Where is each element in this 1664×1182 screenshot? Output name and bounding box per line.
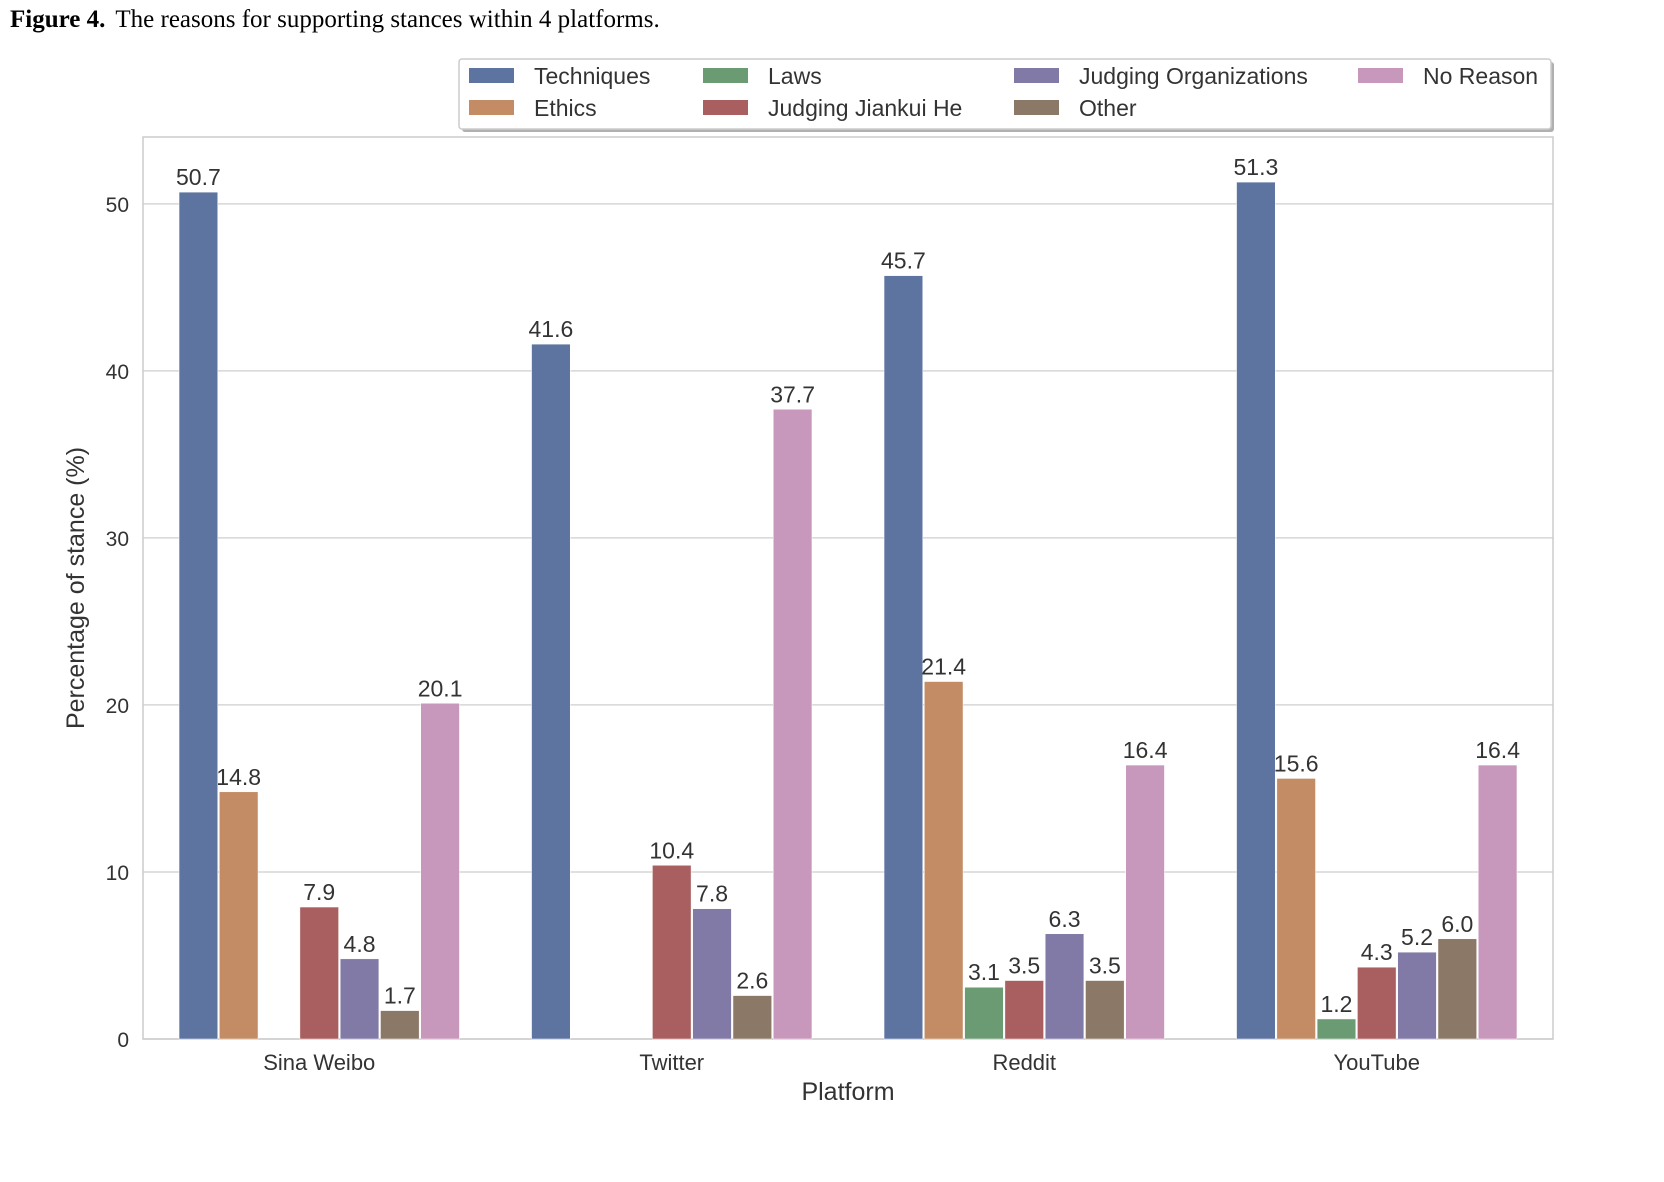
bar-youtube-ethics (1276, 778, 1316, 1040)
bar-sina-weibo-other (380, 1010, 420, 1040)
y-tick-label: 10 (106, 862, 129, 885)
data-label: 16.4 (1475, 737, 1520, 763)
data-label: 21.4 (921, 654, 966, 680)
legend-item-laws: Laws (703, 63, 822, 89)
bar-reddit-other (1085, 980, 1125, 1040)
legend-swatch (1014, 68, 1059, 83)
legend-swatch (1358, 68, 1403, 83)
x-tick-label: Twitter (639, 1050, 704, 1075)
y-tick-label: 0 (117, 1029, 129, 1052)
data-label: 4.8 (344, 931, 376, 957)
y-tick-label: 50 (106, 194, 129, 217)
legend-label: No Reason (1423, 63, 1538, 89)
legend-item-ethics: Ethics (469, 95, 597, 121)
data-label: 16.4 (1123, 737, 1168, 763)
data-label: 10.4 (649, 837, 694, 863)
data-label: 7.8 (696, 881, 728, 907)
data-label: 1.7 (384, 983, 416, 1009)
data-label: 37.7 (770, 381, 815, 407)
legend-swatch (1014, 100, 1059, 115)
y-axis-ticks: 0 10 20 30 40 50 (106, 194, 129, 1052)
x-tick-label: Sina Weibo (263, 1050, 375, 1075)
bar-youtube-laws (1316, 1018, 1357, 1040)
bar-twitter-judging-jiankui-he (652, 865, 692, 1040)
y-tick-label: 30 (106, 528, 129, 551)
bar-sina-weibo-judging-jiankui-he (299, 906, 339, 1040)
legend-item-judging-jiankui-he: Judging Jiankui He (703, 95, 962, 121)
legend-label: Ethics (534, 95, 597, 121)
bar-youtube-techniques (1236, 181, 1276, 1040)
y-tick-label: 40 (106, 361, 129, 384)
data-label: 45.7 (881, 248, 926, 274)
legend-item-no-reason: No Reason (1358, 63, 1538, 89)
data-label: 3.5 (1089, 953, 1121, 979)
bar-youtube-other (1437, 938, 1477, 1040)
legend-item-judging-organizations: Judging Organizations (1014, 63, 1308, 89)
legend-label: Judging Organizations (1079, 63, 1308, 89)
bar-sina-weibo-techniques (178, 191, 218, 1040)
figure-caption: Figure 4. The reasons for supporting stan… (10, 6, 660, 34)
grid-lines (143, 203, 1553, 1040)
legend: Techniques Ethics Laws Judging Jiankui He Ju… (458, 58, 1554, 132)
data-label: 3.1 (968, 959, 1000, 985)
legend-label: Laws (768, 63, 822, 89)
legend-label: Other (1079, 95, 1137, 121)
data-label: 15.6 (1274, 750, 1319, 776)
bar-youtube-judging-organizations (1397, 951, 1437, 1040)
bar-reddit-judging-organizations (1044, 933, 1085, 1040)
y-tick-label: 20 (106, 695, 129, 718)
x-tick-label: YouTube (1334, 1050, 1420, 1075)
data-label: 51.3 (1234, 154, 1279, 180)
bar-reddit-techniques (883, 275, 923, 1040)
legend-swatch (703, 100, 748, 115)
bar-reddit-ethics (924, 681, 964, 1040)
x-axis-ticks: Sina Weibo Twitter Reddit YouTube (263, 1050, 1420, 1075)
bar-twitter-no-reason (773, 409, 813, 1040)
y-axis-label: Percentage of stance (%) (62, 447, 90, 729)
bar-twitter-techniques (531, 343, 571, 1040)
legend-swatch (469, 100, 514, 115)
data-label: 20.1 (418, 675, 463, 701)
data-label: 6.3 (1049, 906, 1081, 932)
legend-swatch (703, 68, 748, 83)
figure-caption-text: The reasons for supporting stances withi… (115, 6, 660, 33)
legend-label: Techniques (534, 63, 650, 89)
data-label: 5.2 (1401, 924, 1433, 950)
figure-label: Figure 4. (10, 6, 106, 33)
bar-youtube-judging-jiankui-he (1357, 966, 1397, 1040)
legend-item-techniques: Techniques (469, 63, 650, 89)
data-label: 50.7 (176, 164, 221, 190)
data-label: 14.8 (216, 764, 261, 790)
data-label: 2.6 (736, 968, 768, 994)
legend-label: Judging Jiankui He (768, 95, 962, 121)
bar-reddit-judging-jiankui-he (1004, 980, 1044, 1040)
x-axis-label: Platform (801, 1078, 894, 1106)
legend-item-other: Other (1014, 95, 1137, 121)
data-label: 1.2 (1320, 991, 1352, 1017)
data-label: 41.6 (529, 316, 574, 342)
bar-reddit-laws (964, 986, 1004, 1040)
bar-sina-weibo-ethics (219, 791, 259, 1040)
bar-youtube-no-reason (1478, 764, 1518, 1040)
bar-twitter-other (732, 995, 772, 1040)
plot-frame (142, 136, 1554, 1040)
data-label: 4.3 (1361, 939, 1393, 965)
bar-twitter-judging-organizations (692, 908, 732, 1040)
data-label: 3.5 (1008, 953, 1040, 979)
x-tick-label: Reddit (992, 1050, 1056, 1075)
data-label: 6.0 (1441, 911, 1473, 937)
bars: 50.7 14.8 7.9 4.8 1.7 20.1 41.6 10.47.8 2.6 37.7 4… (176, 154, 1520, 1040)
data-label: 7.9 (303, 879, 335, 905)
bar-reddit-no-reason (1125, 764, 1165, 1040)
bar-sina-weibo-judging-organizations (339, 958, 380, 1040)
legend-swatch (469, 68, 514, 83)
bar-sina-weibo-no-reason (420, 703, 460, 1040)
